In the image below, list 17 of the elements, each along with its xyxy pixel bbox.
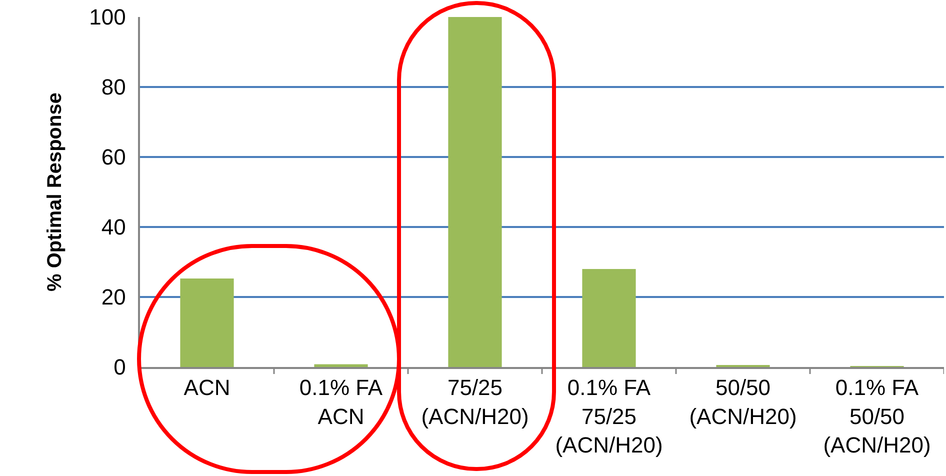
x-tick-label: 0.1% FA ACN — [299, 375, 383, 429]
bar — [582, 269, 636, 367]
x-tick-label: 50/50 (ACN/H20) — [689, 375, 797, 429]
x-tick-label: 0.1% FA 75/25 (ACN/H20) — [555, 375, 663, 458]
bar — [180, 278, 234, 367]
y-tick-label: 80 — [101, 74, 126, 100]
x-tick-label: 75/25 (ACN/H20) — [421, 375, 529, 429]
y-tick-label: 0 — [114, 354, 126, 380]
x-tick-label: 0.1% FA 50/50 (ACN/H20) — [823, 375, 931, 458]
bar — [448, 17, 502, 367]
y-tick-label: 20 — [101, 284, 126, 310]
y-tick-label: 100 — [89, 4, 126, 30]
bar — [314, 364, 368, 367]
y-axis-title: % Optimal Response — [44, 92, 66, 292]
y-tick-label: 60 — [101, 144, 126, 170]
y-tick-label: 40 — [101, 214, 126, 240]
x-tick-label: ACN — [184, 375, 230, 400]
